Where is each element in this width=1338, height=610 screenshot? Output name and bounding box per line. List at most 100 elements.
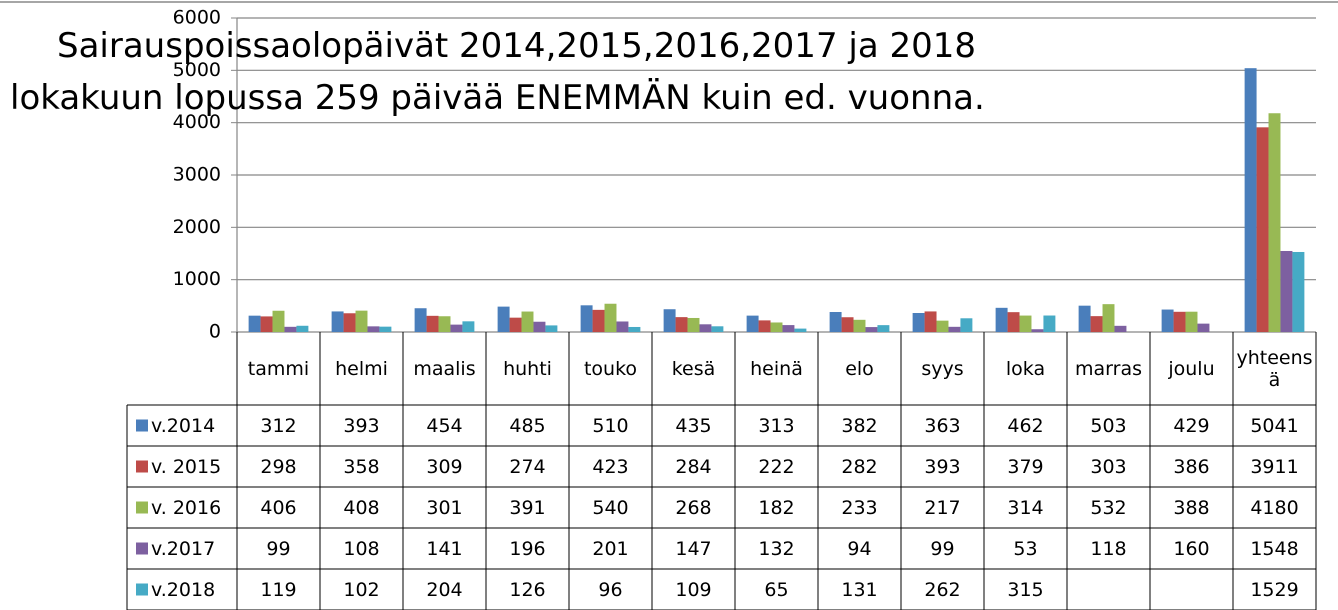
table-value: 53 (1013, 537, 1038, 560)
table-value: 4180 (1250, 496, 1299, 519)
bar (284, 326, 297, 332)
bar (877, 325, 890, 332)
legend-label: v. 2016 (151, 496, 222, 519)
x-tick-label: marras (1075, 357, 1142, 380)
table-value: 65 (764, 578, 789, 601)
table-value: 298 (260, 455, 297, 478)
bar (687, 317, 700, 332)
table-value: 462 (1007, 414, 1044, 437)
x-tick-label: helmi (335, 357, 388, 380)
table-value: 423 (592, 455, 629, 478)
bar (628, 326, 641, 332)
table-value: 132 (758, 537, 795, 560)
bar (260, 316, 273, 332)
bar (1197, 323, 1210, 332)
bar (296, 325, 309, 332)
y-tick-label: 3000 (173, 164, 221, 186)
table-value: 314 (1007, 496, 1044, 519)
table-value: 435 (675, 414, 712, 437)
table-value: 391 (509, 496, 546, 519)
bar (1185, 311, 1198, 332)
bar (1019, 315, 1032, 332)
table-value: 108 (343, 537, 380, 560)
bar (1007, 312, 1020, 332)
bar (912, 313, 925, 332)
legend-label: v.2017 (151, 537, 216, 560)
bar (1031, 329, 1044, 332)
bar (746, 315, 759, 332)
table-value: 540 (592, 496, 629, 519)
x-tick-label: heinä (750, 357, 803, 380)
legend-key (136, 542, 148, 555)
bar (1173, 311, 1186, 332)
bar (462, 321, 475, 332)
bar (995, 307, 1008, 332)
table-value: 532 (1090, 496, 1127, 519)
bar (355, 310, 368, 332)
table-value: 309 (426, 455, 463, 478)
bar (1161, 309, 1174, 332)
bar (497, 306, 510, 332)
bar (663, 309, 676, 332)
table-value: 315 (1007, 578, 1044, 601)
table-value: 303 (1090, 455, 1127, 478)
legend-label: v. 2015 (151, 455, 222, 478)
bar (414, 308, 427, 332)
bar (699, 324, 712, 332)
y-tick-label: 0 (209, 321, 221, 343)
table-value: 485 (509, 414, 546, 437)
y-tick-label: 1000 (173, 268, 221, 290)
legend-label: v.2018 (151, 578, 216, 601)
x-tick-label: syys (921, 357, 964, 380)
table-value: 262 (924, 578, 961, 601)
bar (331, 311, 344, 332)
x-tick-label: maalis (413, 357, 476, 380)
table-value: 1548 (1250, 537, 1299, 560)
legend-key (136, 501, 148, 514)
bar (1268, 113, 1281, 332)
table-value: 141 (426, 537, 463, 560)
bar (1292, 251, 1305, 332)
table-value: 386 (1173, 455, 1210, 478)
bar (865, 327, 878, 332)
table-value: 204 (426, 578, 463, 601)
bar (1256, 127, 1269, 332)
bar (450, 324, 463, 332)
table-value: 109 (675, 578, 712, 601)
table-value: 358 (343, 455, 380, 478)
table-value: 379 (1007, 455, 1044, 478)
bar (924, 311, 937, 332)
bar (675, 317, 688, 332)
table-value: 388 (1173, 496, 1210, 519)
x-tick-label: joulu (1168, 357, 1215, 380)
bar (1078, 305, 1091, 332)
bar (1114, 325, 1127, 332)
table-value: 5041 (1250, 414, 1299, 437)
y-tick-label: 5000 (173, 59, 221, 81)
table-value: 393 (924, 455, 961, 478)
x-tick-label: yhteensä (1236, 346, 1313, 391)
table-value: 102 (343, 578, 380, 601)
table-value: 393 (343, 414, 380, 437)
table-value: 147 (675, 537, 712, 560)
bar (509, 317, 522, 332)
y-tick-label: 2000 (173, 216, 221, 238)
table-value: 429 (1173, 414, 1210, 437)
bar (853, 319, 866, 332)
x-tick-label: huhti (503, 357, 552, 380)
bar (426, 315, 439, 332)
table-value: 282 (841, 455, 878, 478)
y-tick-label: 4000 (173, 111, 221, 133)
table-value: 284 (675, 455, 712, 478)
table-value: 99 (266, 537, 291, 560)
table-value: 503 (1090, 414, 1127, 437)
table-value: 196 (509, 537, 546, 560)
bar (1280, 250, 1293, 332)
legend-key (136, 460, 148, 473)
table-value: 3911 (1250, 455, 1299, 478)
bar (533, 321, 546, 332)
bar (367, 326, 380, 332)
table-value: 217 (924, 496, 961, 519)
table-value: 268 (675, 496, 712, 519)
